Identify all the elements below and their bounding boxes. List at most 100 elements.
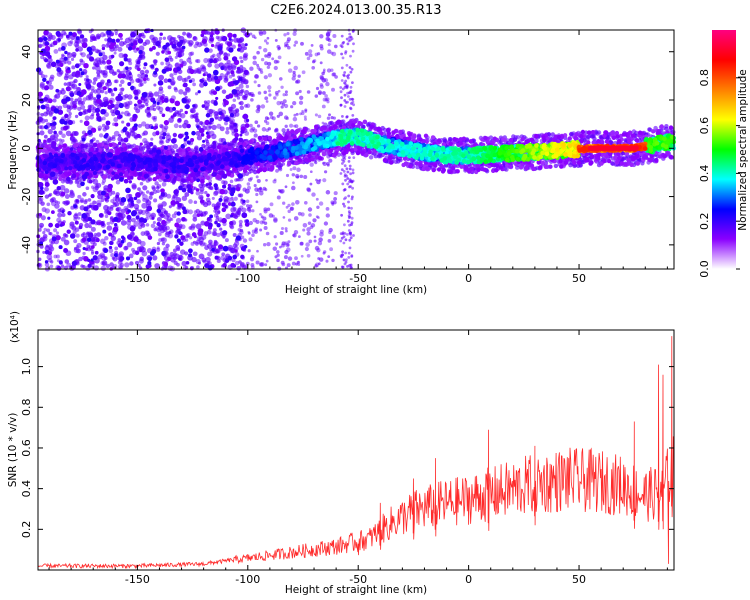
spectrogram-cell xyxy=(186,98,191,103)
spectrogram-cell xyxy=(309,162,314,167)
spectrogram-cell xyxy=(233,196,238,201)
spectrogram-cell xyxy=(344,79,348,83)
spectrogram-cell xyxy=(188,40,194,46)
spectrogram-cell xyxy=(63,32,67,36)
spectrogram-cell xyxy=(36,111,41,116)
spectrogram-cell xyxy=(173,252,177,257)
spectrogram-cell xyxy=(342,41,345,44)
spectrogram-cell xyxy=(325,97,330,102)
spectrogram-cell xyxy=(349,179,353,183)
spectrogram-cell xyxy=(239,37,245,43)
spectrogram-cell xyxy=(248,237,253,242)
spectrogram-cell xyxy=(101,178,107,183)
spectrogram-cell xyxy=(251,233,255,237)
spectrogram-cell xyxy=(277,188,282,193)
spectrogram-cell xyxy=(147,177,153,182)
spectrogram-cell xyxy=(285,229,288,233)
spectrogram-cell xyxy=(345,85,349,89)
spectrogram-cell xyxy=(223,52,228,56)
spectrogram-cell xyxy=(299,241,304,246)
spectrogram-cell xyxy=(340,96,343,100)
spectrogram-cell xyxy=(104,91,108,95)
spectrogram-cell xyxy=(282,216,286,219)
spectrogram-cell xyxy=(342,202,345,206)
spectrogram-cell xyxy=(148,195,153,200)
spectrogram-cell xyxy=(319,232,324,237)
spectrogram-cell xyxy=(219,227,223,231)
spectrogram-cell xyxy=(207,62,212,68)
spectrogram-cell xyxy=(95,62,100,68)
spectrogram-cell xyxy=(44,262,50,267)
spectrogram-cell xyxy=(348,32,352,36)
spectrogram-cell xyxy=(163,125,169,130)
spectrogram-cell xyxy=(188,226,193,230)
spectrogram-cell xyxy=(87,198,92,202)
spectrogram-cell xyxy=(43,227,48,232)
spectrogram-cell xyxy=(221,89,227,94)
spectrogram-cell xyxy=(325,190,331,195)
spectrogram-cell xyxy=(296,175,300,179)
spectrogram-cell xyxy=(114,32,118,36)
spectrogram-cell xyxy=(276,250,280,254)
spectrogram-cell xyxy=(79,199,84,204)
spectrogram-cell xyxy=(243,46,247,51)
spectrogram-cell xyxy=(348,91,351,95)
spectrogram-cell xyxy=(307,221,312,226)
spectrogram-cell xyxy=(64,194,70,199)
spectrogram-cell xyxy=(171,150,176,155)
spectrogram-cell xyxy=(192,217,198,222)
spectrogram-cell xyxy=(265,231,270,236)
spectrogram-cell xyxy=(316,179,321,185)
spectrogram-cell xyxy=(264,116,269,120)
spectrogram-cell xyxy=(141,104,145,108)
spectrogram-cell xyxy=(266,241,271,247)
spectrogram-cell xyxy=(266,65,271,70)
spectrogram-cell xyxy=(268,93,272,97)
spectrogram-cell xyxy=(540,160,545,165)
spectrogram-cell xyxy=(49,74,55,80)
spectrogram-cell xyxy=(182,91,188,96)
spectrogram-cell xyxy=(206,229,212,235)
spectrogram-cell xyxy=(232,109,238,114)
spectrogram-cell xyxy=(44,74,48,78)
spectrogram-cell xyxy=(273,65,278,71)
spectrogram-cell xyxy=(72,143,78,148)
spectrogram-cell xyxy=(289,123,294,128)
spectrogram-cell xyxy=(144,69,150,74)
spectrogram-cell xyxy=(194,92,199,96)
spectrogram-cell xyxy=(332,72,337,77)
spectrogram-cell xyxy=(322,91,326,95)
spectrogram-cell xyxy=(314,264,318,268)
spectrogram-cell xyxy=(260,104,266,109)
spectrogram-cell xyxy=(49,198,55,203)
spectrogram-cell xyxy=(82,251,86,256)
spectrogram-cell xyxy=(40,201,45,206)
spectrogram-cell xyxy=(238,83,244,89)
spectrogram-cell xyxy=(292,70,296,75)
spectrogram-cell xyxy=(145,190,150,194)
spectrogram-cell xyxy=(46,228,51,233)
spectrogram-cell xyxy=(263,75,268,80)
spectrogram-cell xyxy=(274,255,278,259)
spectrogram-cell xyxy=(651,129,656,134)
spectrogram-cell xyxy=(292,181,295,185)
spectrogram-cell xyxy=(264,54,268,58)
spectrogram-cell xyxy=(343,223,346,227)
spectrogram-cell xyxy=(294,40,298,45)
spectrogram-cell xyxy=(256,65,261,70)
spectrogram-cell xyxy=(224,121,228,126)
spectrogram-cell xyxy=(255,192,259,197)
spectrogram-cell xyxy=(301,70,306,75)
spectrogram-cell xyxy=(284,93,288,97)
spectrogram-cell xyxy=(64,233,69,238)
spectrogram-cell xyxy=(340,255,343,259)
spectrogram-cell xyxy=(342,170,346,173)
spectrogram-cell xyxy=(348,212,352,215)
spectrogram-cell xyxy=(74,179,80,185)
spectrogram-cell xyxy=(350,254,354,258)
spectrogram-cell xyxy=(217,210,221,214)
figure-title: C2E6.2024.013.00.35.R13 xyxy=(270,3,441,18)
spectrogram-cell xyxy=(182,31,187,36)
spectrogram-cell xyxy=(259,262,264,267)
spectrogram-cell xyxy=(293,44,297,47)
